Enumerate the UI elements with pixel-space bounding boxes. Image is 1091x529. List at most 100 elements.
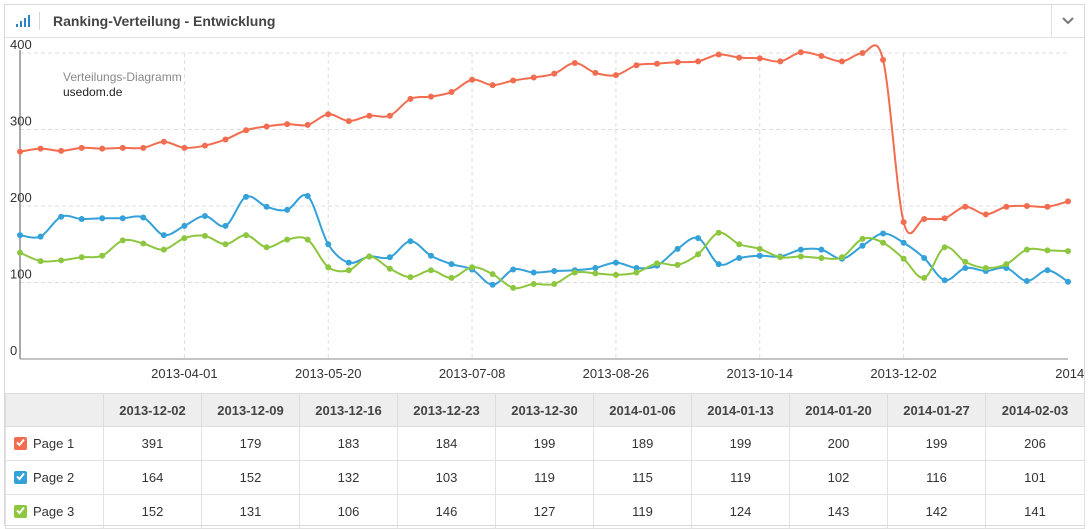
data-point-page-2 xyxy=(448,261,455,268)
data-point-page-2 xyxy=(880,230,887,237)
table-cell: 199 xyxy=(691,426,790,461)
page-3-checkbox[interactable] xyxy=(14,505,27,518)
data-point-page-2 xyxy=(243,193,250,200)
data-point-page-2 xyxy=(201,212,208,219)
data-point-page-2 xyxy=(1065,278,1071,285)
data-point-page-2 xyxy=(58,213,65,220)
x-tick-label: 2013-08-26 xyxy=(583,366,650,381)
page-2-checkbox[interactable] xyxy=(14,471,27,484)
table-cell: 119 xyxy=(593,494,692,529)
data-point-page-3 xyxy=(797,253,804,260)
data-point-page-2 xyxy=(17,232,23,239)
data-point-page-3 xyxy=(962,258,969,265)
y-tick-label: 100 xyxy=(10,267,32,282)
data-point-page-1 xyxy=(263,123,270,130)
data-point-page-3 xyxy=(571,269,578,276)
data-point-page-1 xyxy=(777,58,784,65)
table-column-header: 2013-12-30 xyxy=(495,393,594,427)
table-cell: 152 xyxy=(201,460,300,495)
data-point-page-2 xyxy=(962,264,969,271)
data-point-page-1 xyxy=(880,56,887,63)
data-point-page-1 xyxy=(427,93,434,100)
data-point-page-2 xyxy=(941,277,948,284)
data-point-page-3 xyxy=(900,255,907,262)
data-point-page-1 xyxy=(1003,203,1010,210)
data-point-page-1 xyxy=(58,147,65,154)
checkmark-icon xyxy=(16,472,25,481)
data-point-page-3 xyxy=(386,265,393,272)
data-point-page-1 xyxy=(962,203,969,210)
table-cell: 199 xyxy=(887,426,986,461)
data-point-page-3 xyxy=(859,235,866,242)
table-cell: 152 xyxy=(103,494,202,529)
checkmark-icon xyxy=(16,506,25,515)
data-point-page-2 xyxy=(736,255,743,262)
data-point-page-2 xyxy=(612,259,619,266)
data-point-page-3 xyxy=(1023,246,1030,253)
data-point-page-2 xyxy=(1044,267,1051,274)
data-point-page-1 xyxy=(448,89,455,96)
data-point-page-3 xyxy=(201,232,208,239)
data-point-page-3 xyxy=(469,264,476,271)
data-point-page-1 xyxy=(571,59,578,66)
data-point-page-1 xyxy=(284,121,291,128)
data-point-page-2 xyxy=(859,242,866,249)
series-label: Page 1 xyxy=(33,436,75,451)
data-point-page-3 xyxy=(325,264,332,271)
data-point-page-1 xyxy=(510,77,517,84)
x-tick-label: 2014-02-03 xyxy=(1055,366,1084,381)
ranking-table: 2013-12-02 2013-12-09 2013-12-16 2013-12… xyxy=(5,393,1085,529)
data-point-page-3 xyxy=(448,274,455,281)
data-point-page-1 xyxy=(78,144,85,151)
data-point-page-2 xyxy=(900,239,907,246)
table-cell: 132 xyxy=(299,460,398,495)
data-point-page-3 xyxy=(695,251,702,258)
data-point-page-3 xyxy=(58,257,65,264)
data-point-page-3 xyxy=(818,255,825,262)
data-point-page-2 xyxy=(140,214,147,221)
data-point-page-1 xyxy=(818,53,825,60)
data-point-page-3 xyxy=(756,245,763,252)
data-point-page-3 xyxy=(1044,247,1051,254)
ranking-line-chart: 0 100 200 300 400 2013-04-01 2013-05-20 2013-07… xyxy=(10,37,1091,381)
table-cell: 142 xyxy=(887,494,986,529)
data-point-page-1 xyxy=(160,138,167,145)
data-point-page-3 xyxy=(838,254,845,261)
data-point-page-1 xyxy=(530,74,537,81)
data-point-page-2 xyxy=(756,252,763,259)
data-point-page-3 xyxy=(78,254,85,261)
data-point-page-1 xyxy=(1065,198,1071,205)
data-point-page-3 xyxy=(1003,261,1010,268)
data-point-page-2 xyxy=(263,203,270,210)
data-point-page-3 xyxy=(1065,248,1071,255)
table-column-header: 2014-02-03 xyxy=(985,393,1085,427)
data-point-page-2 xyxy=(222,222,229,229)
table-cell: 124 xyxy=(691,494,790,529)
signal-bars-icon xyxy=(16,15,30,27)
page-1-checkbox[interactable] xyxy=(14,437,27,450)
x-tick-label: 2013-04-01 xyxy=(151,366,218,381)
data-point-page-1 xyxy=(1023,203,1030,209)
chart-subtitle: usedom.de xyxy=(63,85,123,99)
table-cell: 131 xyxy=(201,494,300,529)
data-point-page-1 xyxy=(407,95,414,102)
data-point-page-2 xyxy=(674,245,681,252)
y-tick-label: 400 xyxy=(10,38,32,52)
collapse-button[interactable] xyxy=(1051,5,1084,37)
data-point-page-2 xyxy=(797,246,804,253)
data-point-page-2 xyxy=(633,264,640,271)
data-point-page-2 xyxy=(386,254,393,261)
data-point-page-1 xyxy=(900,219,907,226)
y-tick-label: 200 xyxy=(10,190,32,205)
data-point-page-1 xyxy=(736,54,743,61)
data-point-page-1 xyxy=(17,148,23,155)
table-cell: 184 xyxy=(397,426,496,461)
data-point-page-3 xyxy=(427,267,434,274)
data-point-page-1 xyxy=(140,144,147,151)
data-point-page-2 xyxy=(407,238,414,245)
table-cell: 189 xyxy=(593,426,692,461)
data-point-page-3 xyxy=(263,244,270,251)
table-cell: 206 xyxy=(985,426,1085,461)
table-cell: 391 xyxy=(103,426,202,461)
data-point-page-2 xyxy=(489,281,496,288)
